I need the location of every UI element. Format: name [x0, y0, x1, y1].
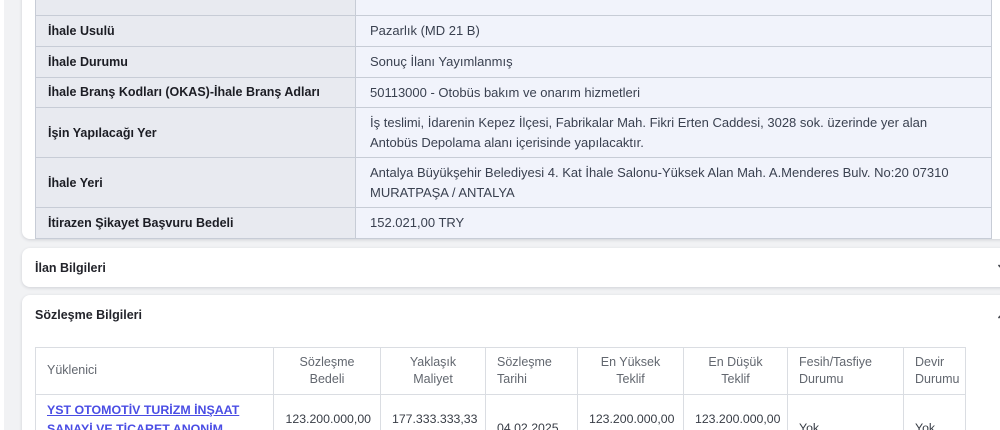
- col-header-devir: Devir Durumu: [903, 347, 966, 395]
- detail-label: İhale Durumu: [35, 46, 356, 78]
- col-header-yuklenici: Yüklenici: [35, 347, 274, 395]
- col-header-sozlesme-bedeli: Sözleşme Bedeli: [273, 347, 381, 395]
- contract-table: Yüklenici Sözleşme Bedeli Yaklaşık Maliy…: [35, 347, 966, 430]
- yaklasik-maliyet-cell: 177.333.333,33 TRY: [380, 393, 486, 430]
- detail-label: İşin Yapılacağı Yer: [35, 107, 356, 158]
- detail-value: İş teslimi, İdarenin Kepez İlçesi, Fabri…: [355, 107, 992, 158]
- table-row-ihale-durumu: İhale Durumu Sonuç İlanı Yayımlanmış: [35, 46, 992, 78]
- table-row-itirazen-bedeli: İtirazen Şikayet Başvuru Bedeli 152.021,…: [35, 207, 992, 239]
- col-header-en-yuksek-teklif: En Yüksek Teklif: [577, 347, 684, 395]
- table-row: [35, 0, 992, 16]
- detail-value: 50113000 - Otobüs bakım ve onarım hizmet…: [355, 76, 992, 108]
- table-row-isin-yapilacagi-yer: İşin Yapılacağı Yer İş teslimi, İdarenin…: [35, 107, 992, 158]
- en-yuksek-teklif-cell: 123.200.000,00 TRY: [577, 393, 684, 430]
- contract-table-header-row: Yüklenici Sözleşme Bedeli Yaklaşık Maliy…: [35, 347, 966, 395]
- detail-value: Sonuç İlanı Yayımlanmış: [355, 46, 992, 78]
- accordion-sozlesme-bilgileri[interactable]: Sözleşme Bilgileri: [22, 295, 1000, 335]
- sozlesme-tarihi-cell: 04.02.2025: [485, 393, 578, 430]
- col-header-sozlesme-tarihi: Sözleşme Tarihi: [485, 347, 578, 395]
- table-row-ihale-usulu: İhale Usulü Pazarlık (MD 21 B): [35, 15, 992, 47]
- table-row-ihale-yeri: İhale Yeri Antalya Büyükşehir Belediyesi…: [35, 157, 992, 208]
- table-row-brans-kodlari: İhale Branş Kodları (OKAS)-İhale Branş A…: [35, 76, 992, 108]
- vendor-link[interactable]: YST OTOMOTİV TURİZM İNŞAAT SANAYİ VE TİC…: [47, 402, 240, 430]
- col-header-yaklasik-maliyet: Yaklaşık Maliyet: [380, 347, 486, 395]
- detail-value: Pazarlık (MD 21 B): [355, 15, 992, 47]
- detail-value: 152.021,00 TRY: [355, 207, 992, 239]
- detail-value: [355, 0, 992, 16]
- contract-table-row: YST OTOMOTİV TURİZM İNŞAAT SANAYİ VE TİC…: [35, 393, 966, 430]
- en-dusuk-teklif-cell: 123.200.000,00 TRY: [683, 393, 788, 430]
- ilan-bilgileri-card: İlan Bilgileri: [22, 248, 1000, 287]
- detail-label: İhale Usulü: [35, 15, 356, 47]
- fesih-tasfiye-cell: Yok: [787, 393, 904, 430]
- detail-label: [35, 0, 356, 16]
- detail-label: İhale Branş Kodları (OKAS)-İhale Branş A…: [35, 76, 356, 108]
- sozlesme-bilgileri-card: Sözleşme Bilgileri Yüklenici Sözleşme Be…: [22, 295, 1000, 430]
- detail-value: Antalya Büyükşehir Belediyesi 4. Kat İha…: [355, 157, 992, 208]
- section-title: Sözleşme Bilgileri: [35, 308, 142, 322]
- tender-details-card: İhale Usulü Pazarlık (MD 21 B) İhale Dur…: [22, 0, 1000, 239]
- detail-label: İhale Yeri: [35, 157, 356, 208]
- detail-label: İtirazen Şikayet Başvuru Bedeli: [35, 207, 356, 239]
- section-title: İlan Bilgileri: [35, 260, 106, 275]
- sozlesme-bedeli-cell: 123.200.000,00 TRY: [273, 393, 381, 430]
- col-header-en-dusuk-teklif: En Düşük Teklif: [683, 347, 788, 395]
- accordion-ilan-bilgileri[interactable]: İlan Bilgileri: [22, 248, 1000, 287]
- col-header-fesih-tasfiye: Fesih/Tasfiye Durumu: [787, 347, 904, 395]
- vendor-cell: YST OTOMOTİV TURİZM İNŞAAT SANAYİ VE TİC…: [35, 393, 274, 430]
- devir-durumu-cell: Yok: [903, 393, 966, 430]
- tender-details-table: İhale Usulü Pazarlık (MD 21 B) İhale Dur…: [35, 0, 992, 239]
